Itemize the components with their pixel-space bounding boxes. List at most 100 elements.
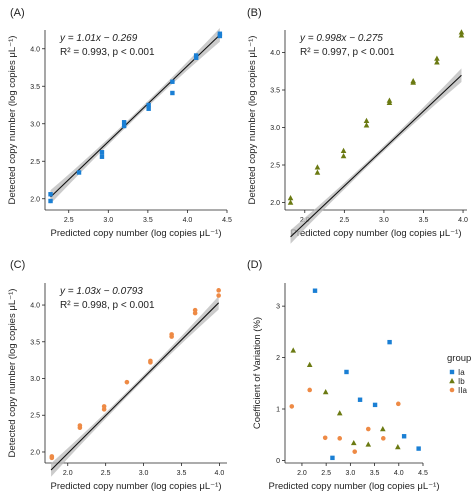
data-point-ia — [48, 192, 53, 197]
data-point-ib — [314, 164, 321, 170]
y-axis-title: Detected copy number (log copies μL⁻¹) — [7, 289, 18, 458]
x-tick-label: 2.5 — [339, 217, 349, 224]
y-tick-label: 3 — [276, 304, 280, 311]
y-tick-label: 3.5 — [270, 88, 280, 95]
legend-swatch-ib — [449, 378, 455, 384]
data-point-ia — [193, 55, 199, 60]
y-tick-label: 3.0 — [30, 121, 40, 128]
data-point-ib — [306, 361, 313, 367]
x-axis-title: Predicted copy number (log copies μL⁻¹) — [290, 228, 461, 239]
data-point-iia — [169, 332, 174, 337]
x-tick-label: 4.0 — [215, 470, 225, 477]
data-point-ia — [146, 106, 151, 111]
legend-title: group — [447, 353, 471, 364]
y-axis-title: Detected copy number (log copies μL⁻¹) — [247, 36, 258, 205]
data-point-ia — [344, 369, 349, 375]
y-tick-label: 3.5 — [30, 84, 40, 91]
data-point-ib — [386, 97, 393, 103]
data-point-ib — [363, 122, 370, 128]
x-tick-label: 3.0 — [139, 470, 149, 477]
x-axis-title: Predicted copy number (log copies μL⁻¹) — [268, 481, 439, 492]
panel-label: (D) — [247, 259, 262, 271]
data-point-iia — [216, 293, 221, 298]
y-axis-title: Coefficient of Variation (%) — [252, 317, 263, 429]
x-tick-label: 4.0 — [183, 217, 193, 224]
data-point-iia — [124, 379, 130, 385]
x-tick-label: 3.5 — [143, 217, 153, 224]
y-tick-label: 2.5 — [270, 163, 280, 170]
data-point-ia — [146, 102, 151, 108]
data-point-ia — [357, 397, 363, 402]
panel-label: (A) — [10, 7, 25, 19]
panel-b: (B)2.02.53.03.54.02.02.53.03.54.0Predict… — [247, 7, 468, 244]
data-point-ib — [287, 195, 294, 201]
y-tick-label: 2.5 — [30, 159, 40, 166]
data-point-iia — [77, 423, 83, 428]
data-point-ib — [363, 117, 370, 123]
data-point-ib — [458, 32, 465, 38]
data-point-ib — [434, 55, 440, 61]
data-point-iia — [322, 435, 328, 441]
data-point-ia — [330, 455, 335, 461]
regression-equation: y = 0.998x − 0.275 — [299, 33, 383, 44]
data-point-iia — [307, 387, 312, 393]
data-point-ib — [290, 347, 297, 353]
regression-equation: y = 1.01x − 0.269 — [59, 33, 138, 44]
data-point-ib — [322, 389, 329, 395]
data-point-iia — [216, 288, 221, 293]
y-tick-label: 2.0 — [30, 196, 40, 203]
x-tick-label: 4.5 — [222, 217, 232, 224]
y-axis-title: Detected copy number (log copies μL⁻¹) — [7, 36, 18, 205]
x-tick-label: 4.0 — [394, 470, 404, 477]
y-tick-label: 4.0 — [30, 303, 40, 310]
x-tick-label: 2.0 — [297, 470, 307, 477]
data-point-iia — [365, 426, 371, 432]
data-point-ia — [170, 90, 175, 96]
x-tick-label: 3.5 — [370, 470, 380, 477]
regression-line — [290, 74, 462, 238]
legend-label: IIa — [458, 386, 467, 395]
y-tick-label: 2.0 — [30, 449, 40, 456]
data-point-ib — [340, 147, 347, 153]
data-point-ia — [193, 53, 199, 58]
legend-swatch-ia — [449, 369, 455, 375]
data-point-ia — [387, 339, 392, 345]
regression-line — [50, 302, 220, 471]
data-point-ib — [365, 441, 372, 447]
data-point-ib — [336, 410, 343, 416]
x-tick-label: 3.0 — [346, 470, 356, 477]
data-point-iia — [289, 404, 295, 409]
data-point-ia — [121, 120, 127, 125]
x-tick-label: 3.5 — [177, 470, 187, 477]
data-point-ib — [314, 169, 321, 175]
data-point-iia — [352, 449, 358, 454]
data-point-ia — [217, 31, 223, 36]
legend-label: Ib — [458, 377, 465, 386]
y-tick-label: 3.0 — [30, 376, 40, 383]
panel-d: (D) 2.0 2.5 3.0 3.5 4.0 4.5 0 1 2 3 Predicted copy … — [247, 259, 440, 492]
data-point-ia — [170, 79, 175, 84]
panel-c: (C) 2.0 2.5 3.0 3.5 4.0 2.0 2.5 3.0 3.5 4.0 Predict… — [7, 259, 227, 492]
regression-stats: R² = 0.997, p < 0.001 — [300, 47, 395, 58]
legend-label: Ia — [458, 368, 465, 377]
y-tick-label: 4.0 — [30, 46, 40, 53]
x-tick-label: 2.5 — [321, 470, 331, 477]
x-axis-title: Predicted copy number (log copies μL⁻¹) — [50, 481, 221, 492]
data-point-iia — [101, 404, 107, 409]
data-point-ia — [401, 434, 407, 439]
data-point-ib — [395, 444, 401, 450]
x-tick-label: 4.5 — [418, 470, 428, 477]
data-point-ib — [350, 439, 357, 446]
data-point-iia — [49, 455, 55, 461]
y-tick-label: 3.5 — [30, 339, 40, 346]
x-tick-label: 3.5 — [419, 217, 429, 224]
y-tick-label: 2.5 — [30, 413, 40, 420]
data-point-ib — [410, 78, 416, 84]
x-tick-label: 3.0 — [379, 217, 389, 224]
data-point-iia — [337, 436, 343, 441]
x-axis-title: Predicted copy number (log copies μL⁻¹) — [50, 228, 221, 239]
regression-stats: R² = 0.993, p < 0.001 — [60, 47, 155, 58]
x-tick-label: 3.0 — [103, 217, 113, 224]
regression-equation: y = 1.03x − 0.0793 — [59, 286, 143, 297]
